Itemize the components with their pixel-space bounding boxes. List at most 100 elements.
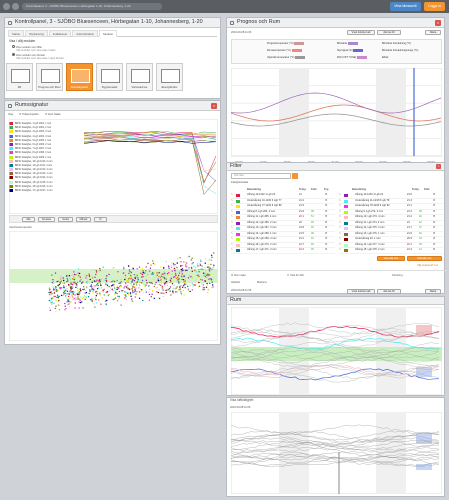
tab-styrbanning[interactable]: Styrbanning <box>24 30 48 37</box>
filter-row[interactable]: ✎ Våning 11, Lgh 274, 2 rum 21 42 ☑ <box>339 220 443 226</box>
edit-icon[interactable]: ✎ <box>231 237 234 240</box>
filter-row[interactable]: ✎ Våning 11, Lgh 265, 4 rum 22.1 51 ☑ <box>231 215 335 221</box>
legend-item[interactable]: BR3C Fastighet, 12 Lgh 1012, 4 rum <box>9 168 79 172</box>
close-icon[interactable]: × <box>211 103 217 109</box>
module-energibehov[interactable]: Energibehöv <box>156 63 183 91</box>
room-check[interactable]: ☑ <box>325 209 328 213</box>
legend-item[interactable]: BR3C Fastighet, 8 Lgh 1008, 4 rum <box>9 151 79 155</box>
home-icon[interactable] <box>12 3 19 10</box>
edit-icon[interactable]: ✎ <box>339 209 342 213</box>
edit-icon[interactable]: ✎ <box>231 193 234 196</box>
btn-year[interactable]: År <box>94 217 107 222</box>
room-check[interactable]: ☑ <box>433 215 436 218</box>
room-check[interactable]: ☑ <box>325 220 328 224</box>
edit-icon[interactable]: ✎ <box>231 204 234 207</box>
check-rum[interactable]: ☑ Rum valet <box>231 274 246 277</box>
interval-select[interactable]: Visat tidsintervall <box>347 289 375 294</box>
legend-item[interactable]: BR3C Fastighet, 15 Lgh 1015, 3 rum <box>9 180 79 185</box>
room-check[interactable]: ☑ <box>433 242 436 246</box>
room-check[interactable]: ☑ <box>433 193 436 196</box>
legend-item[interactable]: BR3C Fastighet, 1 Lgh 1001, 1 rum <box>9 122 79 126</box>
room-check[interactable]: ☑ <box>325 242 328 246</box>
option-files[interactable]: Visa moduler som ffiler <box>12 45 42 49</box>
edit-icon[interactable]: ✎ <box>339 237 342 240</box>
filter-row[interactable]: ✎ Våning 14, Lgh 277, 4 rum 22.1 39 ☑ <box>339 242 443 248</box>
room-check[interactable]: ☑ <box>325 204 328 207</box>
room-check[interactable]: ☑ <box>325 215 328 218</box>
edit-icon[interactable]: ✎ <box>339 204 342 207</box>
filter-row[interactable]: ✎ Våning 12, Lgh 275, 3 rum 21.7 37 ☑ <box>339 226 443 232</box>
btn-month[interactable]: Månad <box>76 217 91 222</box>
room-check[interactable]: ☑ <box>325 231 328 235</box>
legend-item[interactable]: BR3C Fastighet, 4 Lgh 1004, 4 rum <box>9 134 79 139</box>
room-check[interactable]: ☑ <box>433 231 436 235</box>
filter-row[interactable]: ✎ Undervåning 10-1232 6 Lgh 77 21.4 ☑ <box>231 198 335 204</box>
filter-row[interactable]: ✎ Våning 13, Lgh 267, 3 rum 21.8 40 ☑ <box>231 226 335 232</box>
show-all-button[interactable]: Visa alla rum <box>377 256 405 261</box>
filter-row[interactable]: ✎ Undervåning 23, 1 rum 20.9 44 ☑ <box>339 237 443 243</box>
room-check[interactable]: ☑ <box>433 204 436 207</box>
sort-select[interactable]: Sortering <box>392 274 403 277</box>
close-icon[interactable]: × <box>436 164 441 169</box>
tab-administration[interactable]: Administration <box>72 30 99 37</box>
filter-row[interactable]: ✎ Undervåning 77-1232 6 Lgh 89 21.9 ☑ <box>231 204 335 210</box>
check-autoskala[interactable]: ☑ Auto Skala <box>45 113 61 116</box>
filter-row[interactable]: ✎ Våning 13, Lgh 276, 1 rum 21.9 40 ☑ <box>339 231 443 237</box>
room-check[interactable]: ☑ <box>433 209 436 213</box>
filter-row[interactable]: ✎ Våning 15, Lgh 269, 4 rum 21.2 42 ☑ <box>231 237 335 243</box>
filter-row[interactable]: ✎ Våning 16, Lgh 270, 2 rum 21.7 40 ☑ <box>231 242 335 248</box>
legend-item[interactable]: BR3C Fastighet, 11 Lgh 1011, 3 rum <box>9 163 79 168</box>
filter-row[interactable]: ✎ Våning 14, Lgh 268, 1 rum 21.5 38 ☑ <box>231 231 335 237</box>
edit-icon[interactable]: ✎ <box>231 248 234 251</box>
smooth-select[interactable]: Jämnat 4h <box>377 289 401 294</box>
filter-row[interactable]: ✎ Undervåning 11-1233 6 Lgh 78 21.3 ☑ <box>339 198 443 204</box>
edit-icon[interactable]: ✎ <box>339 248 342 251</box>
filter-row[interactable]: ✎ Våning 10, Lgh 273, 4 rum 21.2 40 ☑ <box>339 215 443 221</box>
edit-icon[interactable]: ✎ <box>339 231 342 235</box>
filter-row[interactable]: ✎ Våning 17, Lgh 271, 3 rum 22.3 45 ☑ <box>231 248 335 254</box>
user-menu-button[interactable]: Mina klimanmål <box>390 2 421 11</box>
legend-item[interactable]: BR3C Fastighet, 3 Lgh 1003, 3 rum <box>9 130 79 134</box>
edit-icon[interactable]: ✎ <box>231 215 234 218</box>
legend-item[interactable]: BR3C Fastighet, 17 Lgh 1017, 1 rum <box>9 189 79 193</box>
edit-icon[interactable]: ✎ <box>231 220 234 224</box>
module-rumssignatur[interactable]: Rumssignatur <box>66 63 93 91</box>
room-check[interactable]: ☑ <box>325 198 328 202</box>
edit-icon[interactable]: ✎ <box>339 220 342 224</box>
room-check[interactable]: ☑ <box>433 198 436 202</box>
room-check[interactable]: ☑ <box>433 248 436 251</box>
room-check[interactable]: ☑ <box>325 237 328 240</box>
interval-select[interactable]: Visat tidsintervall <box>347 30 375 35</box>
room-check[interactable]: ☑ <box>325 193 328 196</box>
tab-status[interactable]: Status <box>8 30 24 37</box>
module-3d[interactable]: 3D <box>6 63 33 91</box>
close-icon[interactable]: × <box>435 20 441 26</box>
back-icon[interactable] <box>3 3 10 10</box>
room-check[interactable]: ☑ <box>433 220 436 224</box>
legend-item[interactable]: BR3C Fastighet, 9 Lgh 1009, 1 rum <box>9 155 79 160</box>
next-button[interactable]: Nästa <box>425 30 441 35</box>
module-varmekurvor[interactable]: Värmekurvor <box>126 63 153 91</box>
module-prognos[interactable]: Prognos och Rum <box>36 63 63 91</box>
edit-icon[interactable]: ✎ <box>339 242 342 246</box>
search-icon[interactable] <box>292 173 298 179</box>
legend-item[interactable]: BR3C Fastighet, 14 Lgh 1014, 2 rum <box>9 176 79 180</box>
next-button[interactable]: Nästa <box>425 289 441 294</box>
room-check[interactable]: ☑ <box>325 226 328 229</box>
edit-icon[interactable]: ✎ <box>231 209 234 213</box>
edit-icon[interactable]: ✎ <box>231 198 234 202</box>
legend-item[interactable]: BR3C Fastighet, 6 Lgh 1006, 2 rum <box>9 142 79 147</box>
module-dygnsmedel[interactable]: Dygnsmedel <box>96 63 123 91</box>
room-check[interactable]: ☑ <box>433 237 436 240</box>
check-tidsperspektiv[interactable]: ☑ Tidsperspektiv <box>19 113 39 116</box>
check-24h[interactable]: ☐ Visa för 24h <box>287 274 304 277</box>
legend-item[interactable]: BR3C Fastighet, 16 Lgh 1016, 4 rum <box>9 184 79 189</box>
filter-row[interactable]: ✎ Våning 9, Lgh 272, 4 rum 21.4 38 ☑ <box>339 209 443 215</box>
edit-icon[interactable]: ✎ <box>339 215 342 218</box>
filter-search-input[interactable]: Sök filter <box>231 173 291 179</box>
edit-icon[interactable]: ✎ <box>339 226 342 229</box>
hide-all-button[interactable]: Dölj alla rum <box>407 256 442 261</box>
edit-icon[interactable]: ✎ <box>231 231 234 235</box>
filter-row[interactable]: ✎ Våning 15, Lgh 278, 2 rum 21.4 41 ☑ <box>339 248 443 254</box>
smooth-select[interactable]: Jämnat 4h <box>377 30 401 35</box>
